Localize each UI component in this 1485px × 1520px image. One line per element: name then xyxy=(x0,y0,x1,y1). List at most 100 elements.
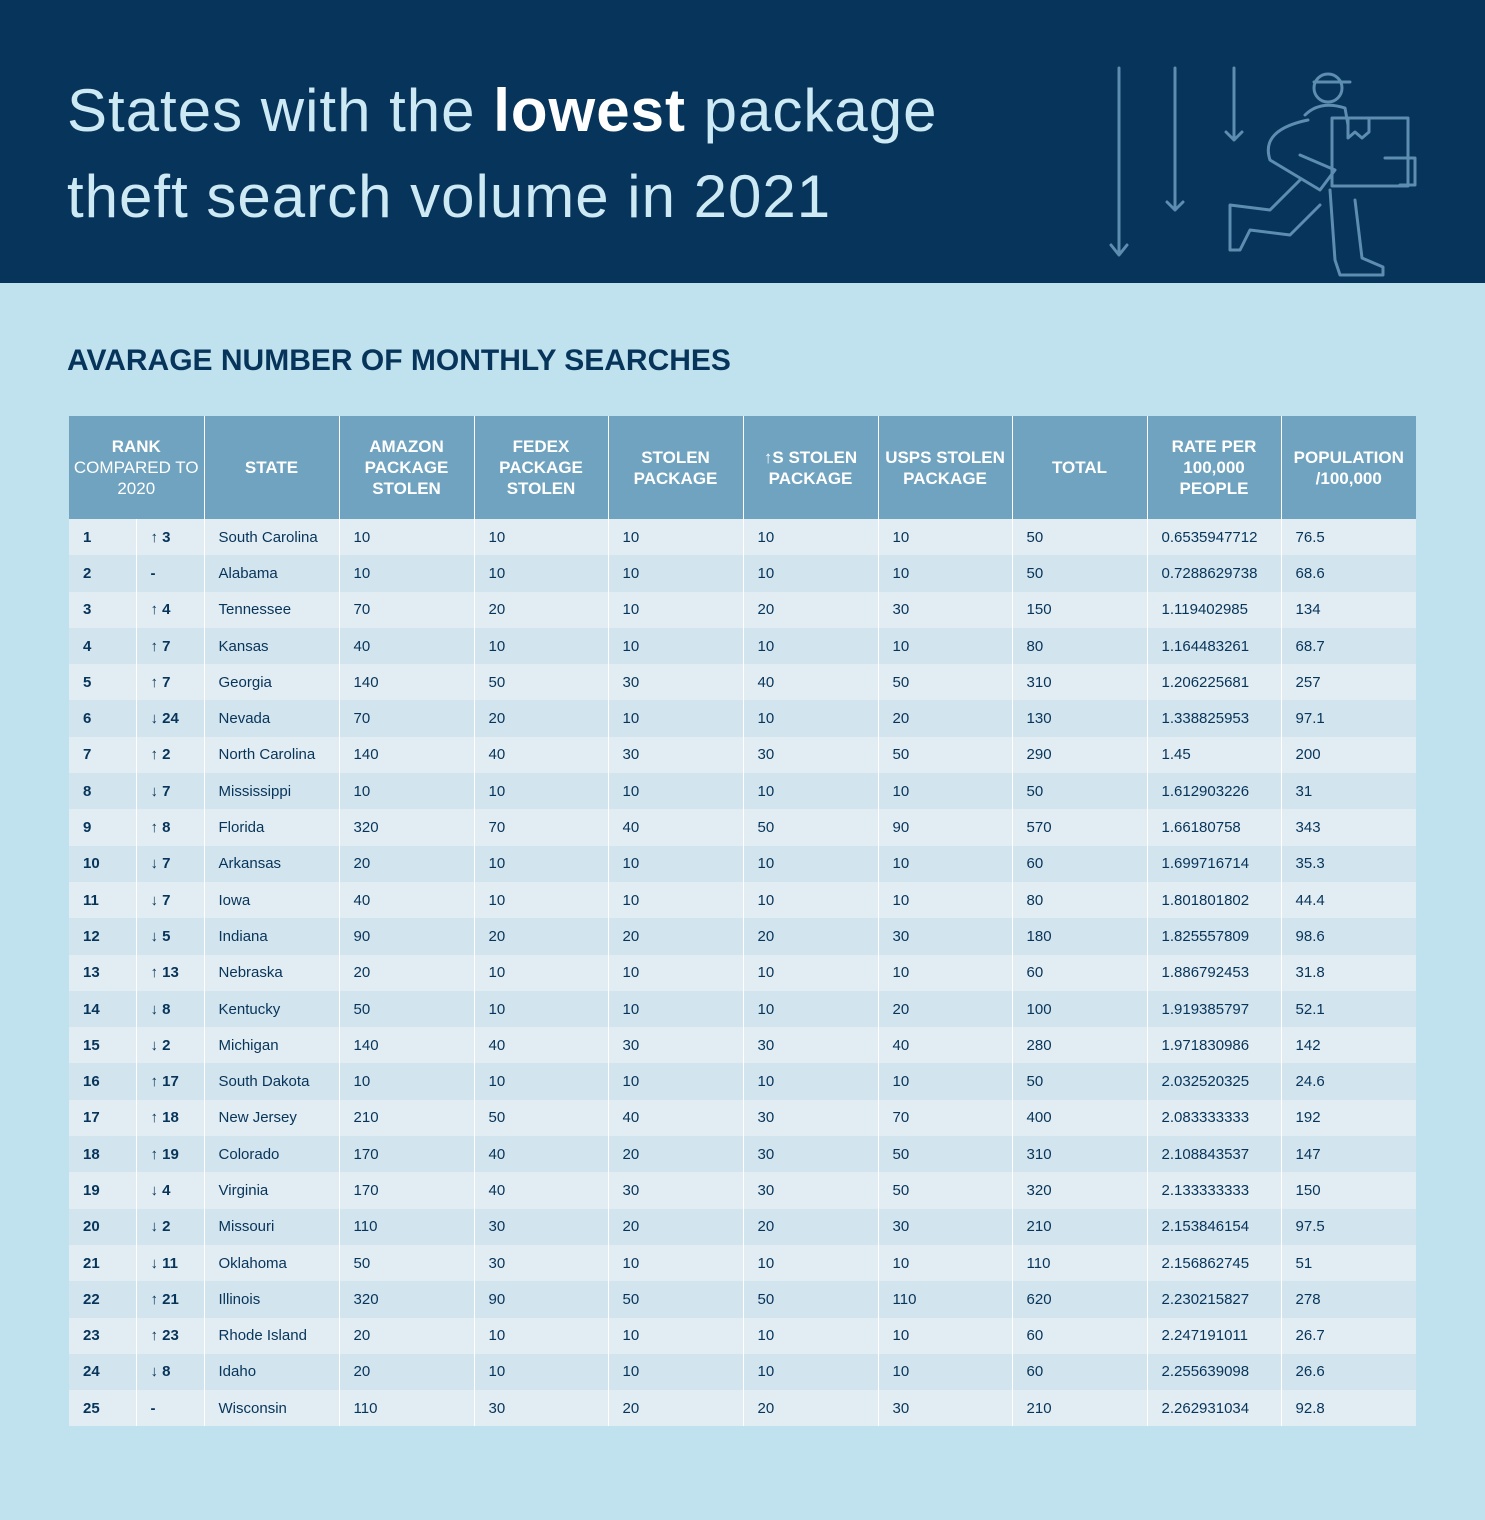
cell: 280 xyxy=(1011,1027,1148,1064)
rank-change: ↑ 4 xyxy=(135,591,205,628)
cell: 10 xyxy=(742,845,879,882)
cell: 30 xyxy=(473,1390,609,1427)
table-row: 3 ↑ 4 Tennessee 70 20 10 20 30 150 1.119402985 134 xyxy=(69,591,1417,628)
cell: 10 xyxy=(473,1063,609,1100)
table-row: 10 ↓ 7 Arkansas 20 10 10 10 10 60 1.699716714 35.3 xyxy=(69,845,1417,882)
cell: 10 xyxy=(473,954,609,991)
cell: 10 xyxy=(338,1063,475,1100)
column-header: STOLEN PACKAGE xyxy=(607,416,744,519)
cell: 50 xyxy=(338,1244,475,1282)
cell: 20 xyxy=(742,1208,879,1245)
cell: 70 xyxy=(877,1099,1013,1137)
cell: 1.338825953 xyxy=(1146,700,1282,737)
cell: 40 xyxy=(877,1027,1013,1064)
rank-change: ↓ 8 xyxy=(135,1353,205,1391)
rank-change: ↑ 19 xyxy=(135,1136,205,1173)
cell: 10 xyxy=(473,845,609,882)
cell: 130 xyxy=(1011,700,1148,737)
cell: 1.66180758 xyxy=(1146,809,1282,846)
cell: 210 xyxy=(338,1099,475,1137)
cell: 10 xyxy=(742,1063,879,1100)
cell: Missouri xyxy=(203,1208,340,1245)
cell: 30 xyxy=(473,1208,609,1245)
table-row: 19 ↓ 4 Virginia 170 40 30 30 50 320 2.133333333 15… xyxy=(69,1172,1417,1209)
cell: 40 xyxy=(473,736,609,774)
cell: 10 xyxy=(742,881,879,919)
cell: 40 xyxy=(607,1099,744,1137)
rank: 10 xyxy=(69,845,136,882)
column-header: POPULATION /100,000 xyxy=(1280,416,1417,519)
cell: 2.133333333 xyxy=(1146,1172,1282,1209)
cell: 20 xyxy=(338,954,475,991)
cell: 1.971830986 xyxy=(1146,1027,1282,1064)
cell: 10 xyxy=(877,1317,1013,1354)
cell: 10 xyxy=(742,1353,879,1391)
cell: 35.3 xyxy=(1280,845,1417,882)
rank-change: - xyxy=(135,1390,205,1427)
table-row: 24 ↓ 8 Idaho 20 10 10 10 10 60 2.255639098 26.6 xyxy=(69,1353,1417,1391)
cell: 30 xyxy=(607,664,744,701)
cell: 20 xyxy=(338,1353,475,1391)
cell: 10 xyxy=(473,519,609,556)
table-row: 11 ↓ 7 Iowa 40 10 10 10 10 80 1.801801802 44.4 xyxy=(69,881,1417,919)
cell: 10 xyxy=(607,519,744,556)
cell: Kansas xyxy=(203,627,340,665)
header-light: COMPARED TO 2020 xyxy=(73,458,199,498)
cell: 20 xyxy=(742,1390,879,1427)
cell: 10 xyxy=(473,555,609,592)
cell: 30 xyxy=(742,1172,879,1209)
cell: 30 xyxy=(877,1208,1013,1245)
cell: 50 xyxy=(1011,1063,1148,1100)
cell: 10 xyxy=(607,1353,744,1391)
cell: 2.255639098 xyxy=(1146,1353,1282,1391)
cell: 40 xyxy=(473,1136,609,1173)
cell: 2.153846154 xyxy=(1146,1208,1282,1245)
cell: Kentucky xyxy=(203,990,340,1028)
cell: 100 xyxy=(1011,990,1148,1028)
cell: 10 xyxy=(877,881,1013,919)
table-row: 4 ↑ 7 Kansas 40 10 10 10 10 80 1.164483261 68.7 xyxy=(69,627,1417,665)
cell: 50 xyxy=(1011,555,1148,592)
cell: 30 xyxy=(607,1027,744,1064)
cell: 2.032520325 xyxy=(1146,1063,1282,1100)
cell: 134 xyxy=(1280,591,1417,628)
cell: 92.8 xyxy=(1280,1390,1417,1427)
cell: 68.6 xyxy=(1280,555,1417,592)
table-row: 17 ↑ 18 New Jersey 210 50 40 30 70 400 2.08333333… xyxy=(69,1099,1417,1137)
rank-change: - xyxy=(135,555,205,592)
cell: 24.6 xyxy=(1280,1063,1417,1100)
cell: 257 xyxy=(1280,664,1417,701)
cell: 320 xyxy=(338,809,475,846)
rank: 24 xyxy=(69,1353,136,1391)
cell: 320 xyxy=(1011,1172,1148,1209)
cell: 20 xyxy=(607,1136,744,1173)
cell: 210 xyxy=(1011,1208,1148,1245)
cell: 110 xyxy=(338,1208,475,1245)
cell: 10 xyxy=(473,1317,609,1354)
rank: 7 xyxy=(69,736,136,774)
cell: 10 xyxy=(742,700,879,737)
cell: 20 xyxy=(607,918,744,955)
cell: South Carolina xyxy=(203,519,340,556)
cell: 20 xyxy=(742,591,879,628)
cell: 10 xyxy=(877,627,1013,665)
table-row: 1 ↑ 3 South Carolina 10 10 10 10 10 50 0.65359477… xyxy=(69,519,1417,556)
cell: 10 xyxy=(607,1317,744,1354)
cell: 142 xyxy=(1280,1027,1417,1064)
cell: Oklahoma xyxy=(203,1244,340,1282)
rank-change: ↑ 8 xyxy=(135,809,205,846)
cell: 278 xyxy=(1280,1281,1417,1318)
data-table: RANK COMPARED TO 2020 STATE AMAZON PACKAGE … xyxy=(69,416,1417,1427)
cell: 98.6 xyxy=(1280,918,1417,955)
cell: 310 xyxy=(1011,664,1148,701)
cell: 44.4 xyxy=(1280,881,1417,919)
rank-change: ↑ 17 xyxy=(135,1063,205,1100)
title: States with the lowest package theft sear… xyxy=(67,68,937,240)
column-header: AMAZON PACKAGE STOLEN xyxy=(338,416,475,519)
cell: 50 xyxy=(473,1099,609,1137)
cell: 40 xyxy=(473,1027,609,1064)
cell: 30 xyxy=(607,1172,744,1209)
cell: South Dakota xyxy=(203,1063,340,1100)
cell: 570 xyxy=(1011,809,1148,846)
rank: 20 xyxy=(69,1208,136,1245)
